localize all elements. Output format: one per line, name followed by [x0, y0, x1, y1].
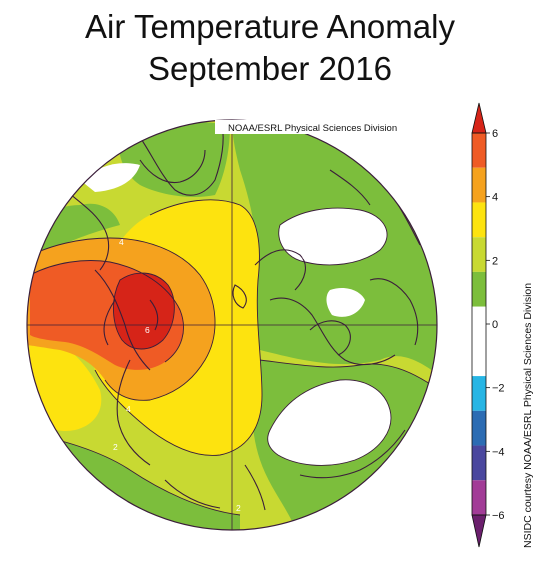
colorbar-ticks: 6 4 2 0 −2 −4 −6	[486, 128, 505, 522]
anomaly-zero-siberia	[267, 379, 391, 466]
colorbar-bottom-arrow	[471, 514, 487, 548]
map-credit-box	[215, 120, 440, 134]
colorbar-tick-label: −2	[492, 383, 505, 395]
contour-label: 2	[236, 503, 241, 513]
anomaly-zero-scandinavia	[326, 288, 365, 317]
contour-label: 2	[372, 435, 377, 445]
contour-label: 4	[126, 404, 131, 414]
map-credit-text: NOAA/ESRL Physical Sciences Division	[228, 123, 397, 134]
map-title-line1: Air Temperature Anomaly	[85, 8, 455, 45]
contour-label: 6	[145, 325, 150, 335]
side-credit: NSIDC courtesy NOAA/ESRL Physical Scienc…	[522, 282, 534, 548]
colorbar-cell	[472, 410, 486, 446]
contour-label-group: 4 6 4 2 2 2 0	[113, 237, 377, 513]
map-title-line2: September 2016	[147, 50, 392, 87]
colorbar-cell	[472, 480, 486, 515]
anomaly-band-red	[113, 273, 175, 349]
colorbar: 6 4 2 0 −2 −4 −6	[471, 102, 505, 548]
colorbar-cell	[472, 202, 486, 238]
colorbar-tick-label: −4	[492, 446, 505, 458]
colorbar-tick-label: 4	[492, 192, 498, 204]
colorbar-tick-label: 0	[492, 319, 498, 331]
colorbar-cells	[472, 133, 486, 515]
contour-label: 0	[302, 251, 307, 261]
anomaly-zero-north	[278, 208, 388, 265]
contour-label: 2	[113, 442, 118, 452]
anomaly-band-0-2-greenland	[118, 121, 230, 197]
anomaly-zero-northwest	[80, 163, 140, 192]
colorbar-cell	[472, 167, 486, 203]
colorbar-tick-label: 2	[492, 255, 498, 267]
colorbar-cell	[472, 445, 486, 481]
contour-label: 4	[119, 237, 124, 247]
colorbar-cell	[472, 376, 486, 411]
anomaly-field	[27, 120, 437, 530]
colorbar-tick-label: 6	[492, 128, 498, 140]
colorbar-cell	[472, 306, 486, 342]
colorbar-cell	[472, 237, 486, 272]
colorbar-cell	[472, 133, 486, 168]
colorbar-top-arrow	[471, 102, 487, 134]
colorbar-cell	[472, 341, 486, 377]
colorbar-cell	[472, 271, 486, 307]
colorbar-tick-label: −6	[492, 510, 505, 522]
